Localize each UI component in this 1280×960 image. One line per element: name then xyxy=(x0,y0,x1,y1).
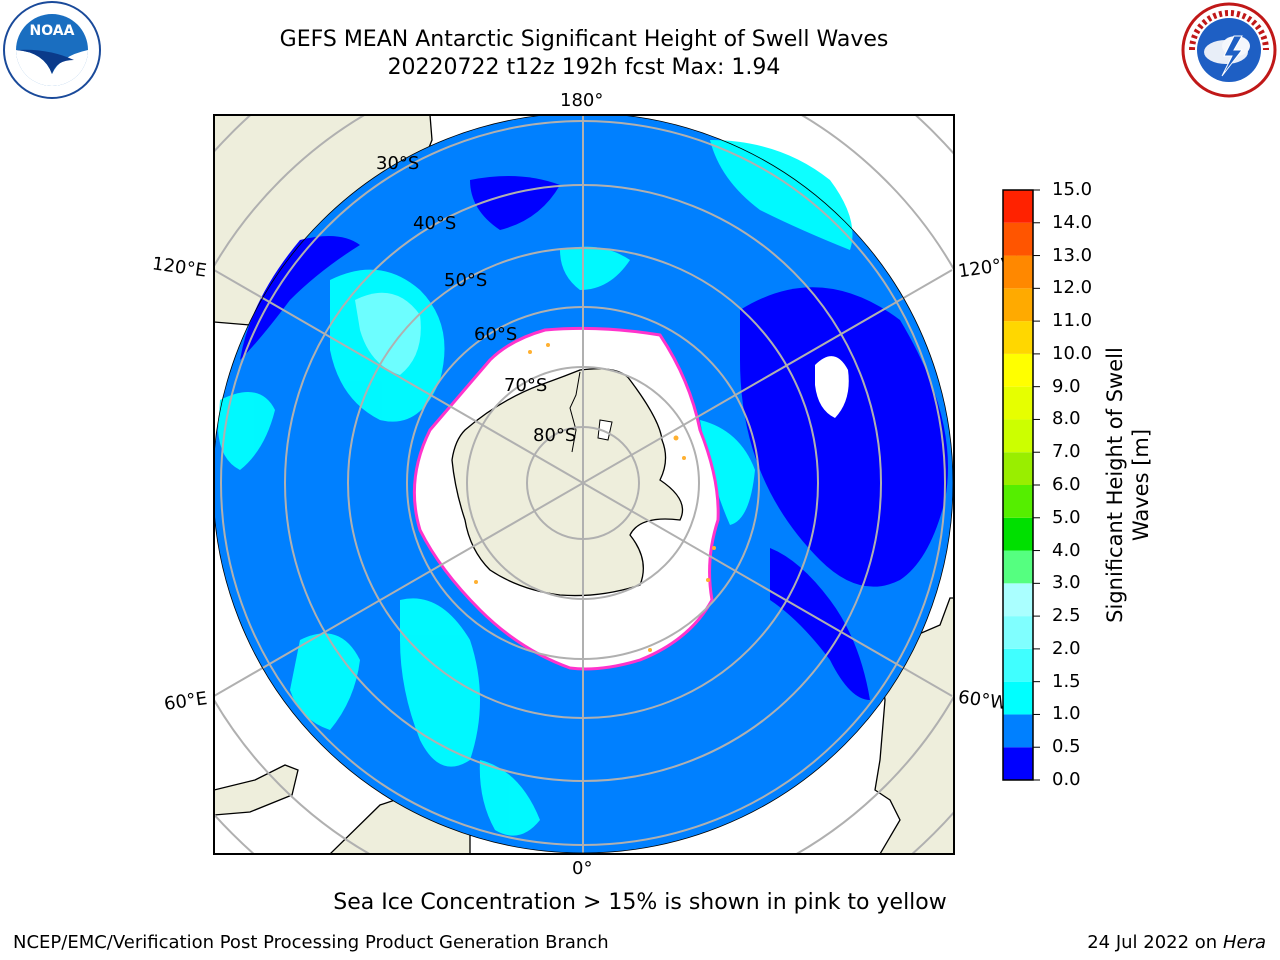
footer-date-text: 24 Jul 2022 on xyxy=(1087,932,1218,953)
colorbar-tick-label: 15.0 xyxy=(1052,179,1093,200)
colorbar-segment xyxy=(1003,517,1033,551)
colorbar-segment xyxy=(1003,255,1033,289)
colorbar-tick-label: 2.5 xyxy=(1052,605,1081,627)
lat-label-50s: 50°S xyxy=(444,270,488,291)
colorbar-segment xyxy=(1003,321,1033,354)
footer-host: Hera xyxy=(1222,932,1266,953)
map-subtitle: 20220722 t12z 192h fcst Max: 1.94 xyxy=(387,55,781,80)
colorbar-tick-label: 5.0 xyxy=(1052,506,1081,528)
map-panel xyxy=(213,114,955,855)
colorbar-tick-label: 4.0 xyxy=(1052,539,1081,561)
svg-text:NOAA: NOAA xyxy=(30,23,75,39)
light-swell-patches xyxy=(355,292,421,375)
colorbar-segment xyxy=(1003,386,1033,420)
sea-ice-note: Sea Ice Concentration > 15% is shown in … xyxy=(333,890,947,915)
lon-label-0: 0° xyxy=(572,858,593,879)
colorbar-segment xyxy=(1003,648,1033,682)
lon-label-180: 180° xyxy=(560,90,604,111)
colorbar-title: Significant Height of Swell Waves [m] xyxy=(1102,305,1154,665)
ice-edge-speckles xyxy=(474,343,716,652)
colorbar-tick-label: 12.0 xyxy=(1052,277,1093,299)
antarctica-land xyxy=(451,368,684,597)
lat-label-60s: 60°S xyxy=(474,324,518,345)
colorbar xyxy=(1002,189,1040,781)
colorbar-segment xyxy=(1003,583,1033,617)
lon-label-120e: 120°E xyxy=(150,253,208,282)
colorbar-tick-label: 1.0 xyxy=(1052,703,1081,725)
colorbar-segment xyxy=(1003,747,1033,780)
graticule xyxy=(214,115,954,854)
lon-label-60e: 60°E xyxy=(162,688,209,715)
colorbar-segment xyxy=(1003,616,1033,649)
map-title: GEFS MEAN Antarctic Significant Height o… xyxy=(279,27,889,52)
lat-label-30s: 30°S xyxy=(376,153,420,174)
colorbar-segment xyxy=(1003,419,1033,453)
colorbar-segment xyxy=(1003,452,1033,485)
colorbar-tick-label: 0.5 xyxy=(1052,736,1081,758)
colorbar-segment xyxy=(1003,222,1033,256)
no-data-patches xyxy=(815,356,849,418)
colorbar-segment xyxy=(1003,353,1033,387)
nws-logo xyxy=(1181,2,1277,98)
lat-label-70s: 70°S xyxy=(504,375,548,396)
colorbar-tick-label: 2.0 xyxy=(1052,637,1081,659)
lat-label-40s: 40°S xyxy=(413,213,457,234)
colorbar-segment xyxy=(1003,550,1033,584)
colorbar-tick-label: 7.0 xyxy=(1052,441,1081,463)
colorbar-title-line2: Waves [m] xyxy=(1129,428,1153,542)
footer-credit: NCEP/EMC/Verification Post Processing Pr… xyxy=(13,932,609,953)
colorbar-tick-label: 13.0 xyxy=(1052,244,1093,266)
colorbar-tick-label: 11.0 xyxy=(1052,310,1093,332)
colorbar-tick-label: 1.5 xyxy=(1052,670,1081,692)
colorbar-segment xyxy=(1003,485,1033,518)
colorbar-tick-label: 9.0 xyxy=(1052,375,1081,397)
colorbar-tick-label: 10.0 xyxy=(1052,342,1093,364)
colorbar-tick-label: 0.0 xyxy=(1052,769,1081,790)
colorbar-tick-label: 8.0 xyxy=(1052,408,1081,430)
footer-date: 24 Jul 2022 on Hera xyxy=(1087,932,1266,953)
colorbar-segment xyxy=(1003,288,1033,322)
colorbar-tick-label: 6.0 xyxy=(1052,474,1081,495)
colorbar-title-line1: Significant Height of Swell xyxy=(1103,347,1127,623)
colorbar-segment xyxy=(1003,681,1033,715)
lat-label-80s: 80°S xyxy=(533,425,577,446)
colorbar-tick-label: 3.0 xyxy=(1052,572,1081,594)
noaa-logo: NOAA xyxy=(3,1,101,99)
colorbar-segment xyxy=(1003,714,1033,748)
colorbar-tick-label: 14.0 xyxy=(1052,211,1093,233)
colorbar-segment xyxy=(1003,190,1033,223)
